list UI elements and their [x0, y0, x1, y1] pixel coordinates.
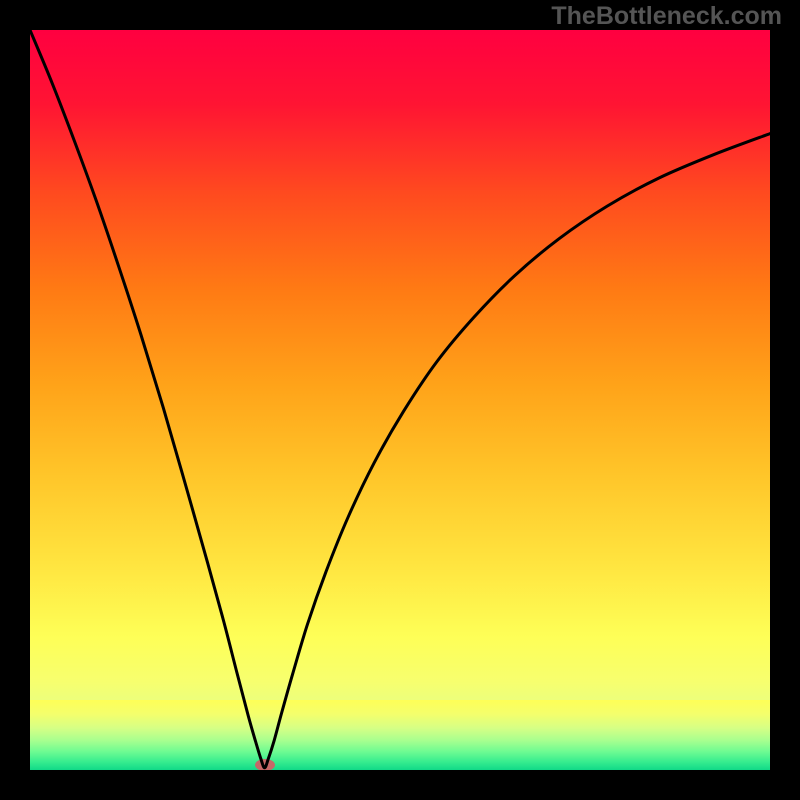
plot-area	[30, 30, 770, 770]
bottleneck-curve	[30, 30, 770, 770]
chart-frame: TheBottleneck.com	[0, 0, 800, 800]
watermark-text: TheBottleneck.com	[551, 2, 782, 31]
